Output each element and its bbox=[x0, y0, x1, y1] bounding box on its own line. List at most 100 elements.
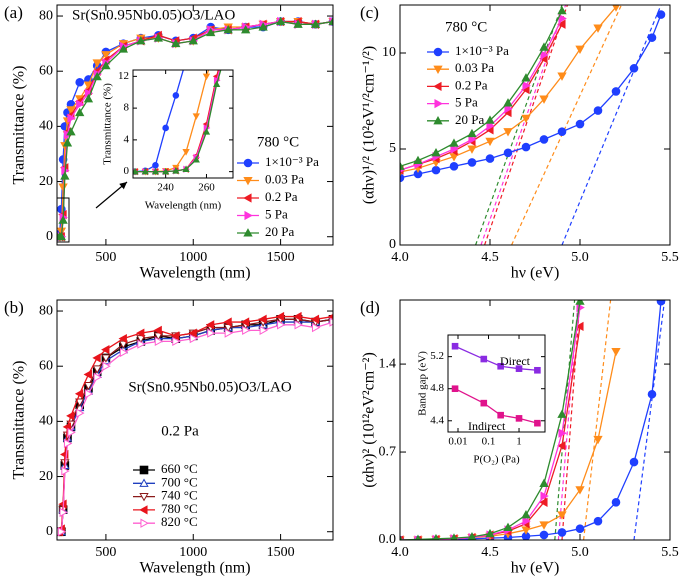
data-point bbox=[656, 10, 666, 19]
data-point bbox=[515, 365, 523, 372]
data-point bbox=[241, 24, 251, 34]
x-axis-label: Wavelength (nm) bbox=[139, 560, 250, 577]
data-point bbox=[575, 524, 585, 533]
data-point bbox=[118, 333, 127, 344]
data-point bbox=[213, 80, 221, 88]
data-point bbox=[83, 369, 92, 380]
data-point bbox=[153, 325, 162, 335]
axes-frame bbox=[56, 4, 334, 246]
data-point bbox=[58, 183, 68, 192]
y-tick-label: 80 bbox=[39, 303, 53, 318]
x-tick-label: 5.0 bbox=[571, 250, 589, 265]
y-tick-label: 60 bbox=[39, 63, 53, 78]
legend-label: 0.03 Pa bbox=[265, 171, 304, 186]
data-point bbox=[63, 438, 73, 449]
data-point bbox=[557, 528, 567, 537]
data-point bbox=[431, 148, 441, 157]
data-point bbox=[258, 314, 267, 324]
legend-label: 740 °C bbox=[161, 488, 198, 503]
data-point bbox=[647, 389, 657, 399]
panel-label: (c) bbox=[360, 3, 379, 22]
data-point bbox=[193, 26, 199, 32]
legend-label: 20 Pa bbox=[265, 224, 294, 239]
data-point bbox=[558, 428, 567, 438]
data-point bbox=[67, 113, 76, 123]
y-tick-label: 20 bbox=[39, 174, 53, 189]
legend-marker bbox=[139, 478, 149, 487]
data-point bbox=[133, 167, 139, 175]
data-point bbox=[400, 161, 405, 170]
data-point bbox=[593, 435, 603, 445]
x-tick-label: 5.5 bbox=[661, 250, 679, 265]
data-point bbox=[57, 527, 67, 537]
inset: 240 260 0 4 8 12 Wavelength (nm) Transmittance … bbox=[102, 26, 234, 212]
x-tick-label: 4.0 bbox=[391, 545, 409, 560]
data-point bbox=[612, 5, 620, 12]
legend-marker bbox=[139, 493, 149, 502]
data-point bbox=[504, 104, 513, 114]
fit-line bbox=[554, 300, 576, 540]
data-point bbox=[192, 113, 200, 120]
x-tick-label: 0.01 bbox=[448, 436, 467, 448]
data-point bbox=[75, 77, 85, 87]
data-point bbox=[521, 526, 531, 535]
data-point bbox=[557, 409, 567, 418]
data-point bbox=[206, 27, 216, 37]
y-tick-label: 1.4 bbox=[379, 356, 397, 371]
data-point bbox=[170, 331, 180, 341]
data-point bbox=[83, 381, 94, 391]
y-tick-label: 40 bbox=[39, 414, 53, 429]
fit-line bbox=[633, 300, 666, 540]
data-point bbox=[558, 13, 567, 24]
y-tick-label: 0 bbox=[124, 165, 130, 177]
y-axis-label: (αhν)¹/² (10²eV¹/²cm⁻¹/²) bbox=[361, 46, 378, 205]
data-point bbox=[480, 355, 488, 363]
data-point bbox=[451, 342, 459, 350]
data-point bbox=[101, 354, 111, 363]
data-point bbox=[485, 154, 495, 163]
data-point bbox=[153, 33, 163, 42]
y-tick-label: 12 bbox=[118, 70, 129, 82]
data-point bbox=[329, 317, 333, 327]
data-point bbox=[189, 333, 199, 344]
legend-marker bbox=[433, 65, 443, 75]
data-point bbox=[539, 95, 549, 104]
axes-frame bbox=[447, 334, 546, 433]
data-point bbox=[67, 427, 76, 438]
data-point bbox=[611, 347, 621, 357]
data-point bbox=[497, 411, 504, 419]
data-point bbox=[202, 73, 211, 81]
legend-marker bbox=[243, 193, 252, 203]
data-point bbox=[294, 320, 303, 330]
x-tick-label: 1500 bbox=[267, 250, 295, 265]
data-point bbox=[413, 155, 423, 165]
panel: 4.0 4.5 5.0 5.5 0.0 0.7 1.4 hν (eV) (αhν)² (10¹²… bbox=[360, 298, 679, 577]
y-tick-label: 40 bbox=[39, 119, 53, 134]
fit-line bbox=[484, 5, 568, 245]
data-point bbox=[76, 99, 85, 109]
data-point bbox=[202, 128, 211, 135]
x-tick-label: 500 bbox=[95, 250, 116, 265]
legend-marker bbox=[243, 228, 253, 237]
data-point bbox=[449, 153, 459, 162]
y-axis-label: Transmittance (%) bbox=[11, 361, 28, 480]
legend-label: 780 °C bbox=[161, 501, 198, 516]
data-point bbox=[293, 311, 302, 322]
fit-line bbox=[475, 5, 563, 245]
legend-marker bbox=[433, 47, 443, 57]
data-point bbox=[575, 45, 585, 54]
data-point bbox=[521, 73, 531, 82]
data-point bbox=[137, 339, 146, 349]
legend-label: 0.03 Pa bbox=[455, 60, 494, 75]
data-point bbox=[92, 365, 102, 374]
data-point bbox=[76, 408, 85, 418]
zoom-box bbox=[56, 197, 70, 243]
fit-line bbox=[583, 300, 612, 540]
data-point bbox=[593, 24, 603, 33]
plot-area bbox=[57, 16, 333, 242]
data-point bbox=[183, 58, 189, 64]
y-tick-label: 8 bbox=[124, 102, 130, 114]
data-point bbox=[224, 46, 230, 51]
